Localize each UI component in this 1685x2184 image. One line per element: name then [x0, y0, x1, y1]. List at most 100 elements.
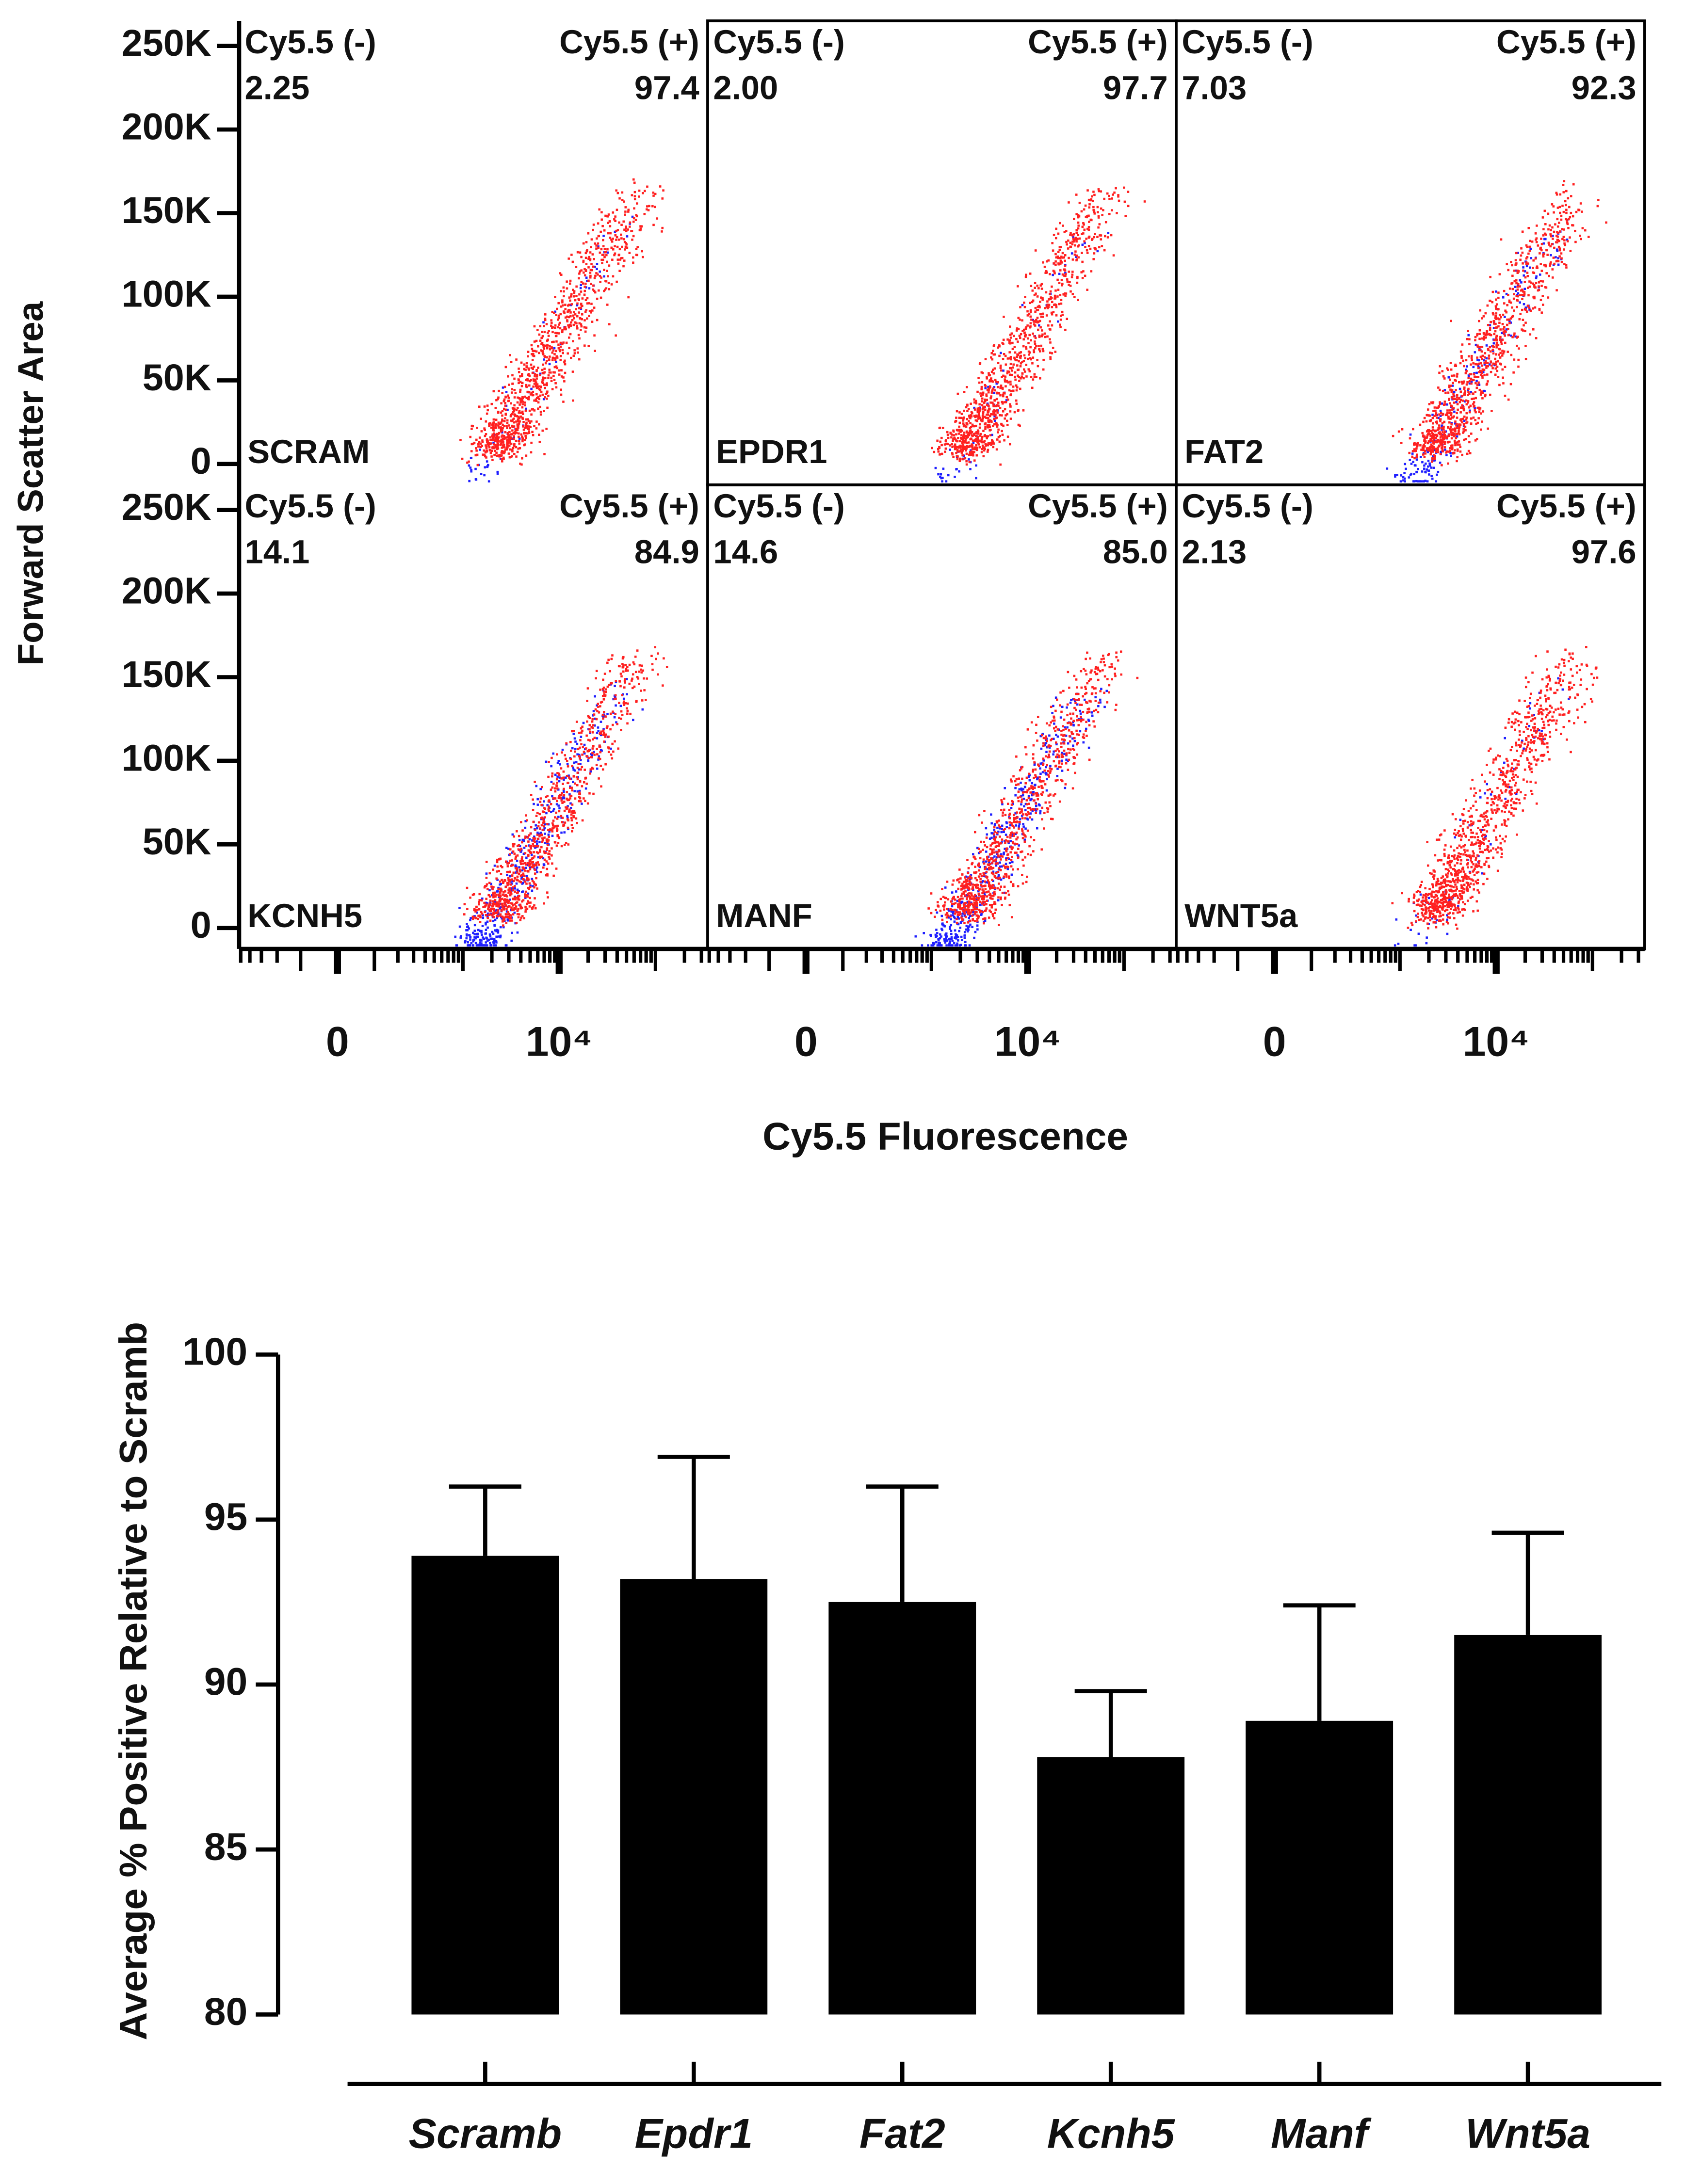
event: [585, 309, 588, 312]
event: [633, 195, 636, 198]
gate-name: Cy5.5 (-): [1182, 23, 1313, 61]
event: [566, 797, 568, 800]
event: [556, 332, 559, 335]
event: [514, 887, 516, 890]
event: [1496, 366, 1499, 368]
event: [1009, 380, 1012, 383]
event: [1516, 288, 1519, 291]
event: [530, 847, 532, 850]
event: [1110, 234, 1113, 237]
event: [494, 944, 497, 947]
event: [1499, 328, 1502, 331]
event: [563, 794, 566, 797]
event: [592, 792, 595, 795]
event: [990, 356, 992, 359]
event: [976, 435, 979, 438]
event: [612, 238, 614, 240]
event: [586, 302, 589, 305]
event: [561, 343, 564, 345]
event: [1556, 235, 1559, 238]
event: [565, 341, 568, 344]
event: [990, 352, 993, 354]
event: [533, 845, 535, 848]
event: [603, 275, 605, 278]
event: [470, 457, 472, 459]
event: [976, 437, 979, 440]
event: [532, 390, 534, 393]
event: [532, 837, 535, 839]
event: [569, 315, 572, 318]
event: [527, 900, 529, 902]
event: [543, 325, 545, 327]
event: [519, 903, 522, 906]
event: [1445, 413, 1448, 416]
event: [954, 476, 956, 478]
event: [1054, 303, 1057, 306]
event: [483, 886, 486, 889]
event: [561, 821, 564, 823]
event: [1495, 346, 1498, 349]
event: [570, 813, 573, 816]
event: [539, 849, 541, 851]
event: [491, 937, 494, 940]
event: [529, 884, 532, 887]
event: [1067, 239, 1069, 242]
event: [547, 839, 550, 842]
event: [1123, 200, 1126, 203]
event: [571, 812, 574, 815]
event: [1478, 362, 1480, 365]
event: [989, 397, 992, 400]
event: [1555, 256, 1557, 258]
event: [590, 753, 593, 755]
event: [1498, 353, 1500, 356]
event: [1446, 412, 1449, 415]
event: [1029, 357, 1032, 360]
event: [599, 270, 601, 273]
event: [968, 415, 971, 418]
event: [502, 400, 505, 402]
event: [1481, 317, 1483, 320]
event: [623, 700, 625, 703]
event: [984, 406, 986, 408]
event: [966, 418, 969, 420]
event: [489, 935, 492, 938]
event: [620, 729, 622, 731]
event: [1080, 271, 1083, 273]
event: [537, 367, 539, 369]
event: [486, 939, 489, 942]
positive-events: [463, 646, 668, 927]
event: [579, 270, 581, 273]
event: [543, 358, 545, 361]
event: [1023, 305, 1026, 308]
event: [1470, 363, 1472, 366]
event: [1502, 382, 1505, 385]
event: [946, 434, 949, 436]
event: [549, 355, 551, 358]
event: [1487, 349, 1490, 352]
event: [1486, 361, 1489, 364]
event: [512, 843, 514, 846]
event: [973, 446, 976, 449]
event: [1523, 270, 1526, 273]
event: [991, 440, 994, 443]
event: [662, 189, 664, 192]
event: [1082, 222, 1085, 225]
event: [640, 690, 642, 692]
event: [1528, 250, 1531, 252]
event: [1505, 311, 1508, 314]
event: [495, 909, 498, 912]
event: [525, 883, 528, 885]
event: [1435, 441, 1438, 444]
event: [1408, 476, 1410, 479]
event: [557, 804, 560, 807]
event: [1429, 446, 1432, 448]
event: [496, 890, 499, 893]
event: [554, 382, 557, 385]
event: [483, 474, 486, 477]
event: [1065, 292, 1068, 295]
event: [545, 812, 548, 815]
event: [1495, 341, 1498, 344]
event: [567, 805, 569, 807]
event: [1087, 198, 1090, 201]
event: [501, 392, 504, 394]
